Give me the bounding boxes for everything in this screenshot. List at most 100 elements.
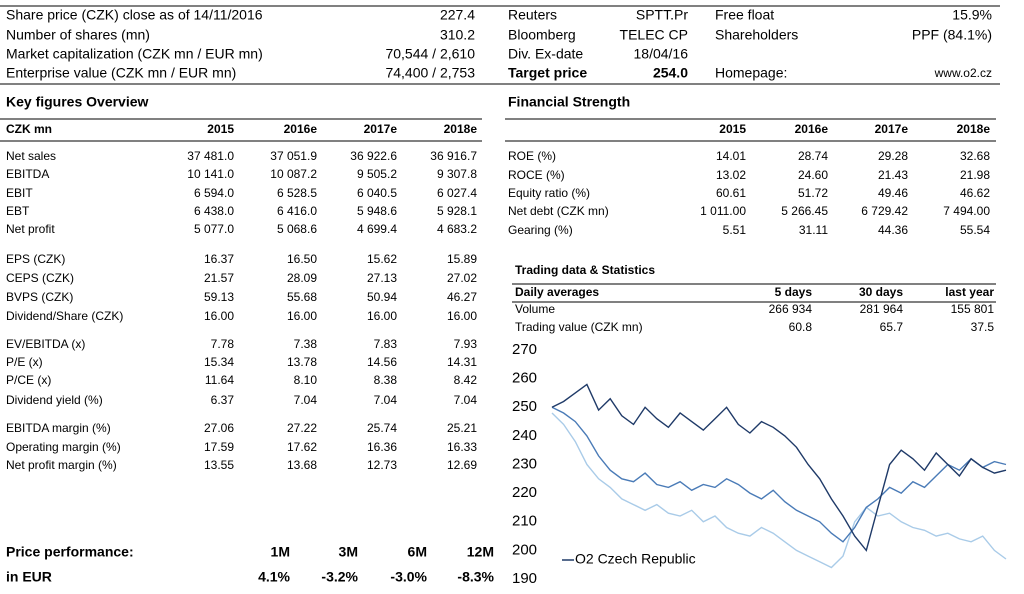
price-line bbox=[551, 383, 1007, 552]
cell: 155 801 bbox=[951, 302, 995, 316]
cell: 13.02 bbox=[716, 168, 746, 182]
cell: 6 594.0 bbox=[194, 186, 234, 200]
cell: 29.28 bbox=[878, 149, 908, 163]
y-tick-label: 270 bbox=[512, 341, 537, 358]
y-tick-label: 190 bbox=[512, 570, 537, 587]
column-header: 2016e bbox=[795, 122, 829, 136]
cell: 7.78 bbox=[211, 337, 235, 351]
column-header: 1M bbox=[271, 544, 290, 560]
row-label: ROCE (%) bbox=[508, 168, 565, 182]
cell: 15.89 bbox=[447, 252, 477, 266]
row-label: in EUR bbox=[6, 569, 52, 585]
cell: 21.57 bbox=[204, 271, 234, 285]
cell: 31.11 bbox=[799, 223, 828, 237]
cell: 7 494.00 bbox=[943, 204, 990, 218]
row-label: Trading value (CZK mn) bbox=[515, 320, 643, 334]
cell: 16.37 bbox=[204, 252, 234, 266]
cell: 55.54 bbox=[960, 223, 990, 237]
cell: 21.98 bbox=[960, 168, 990, 182]
cell: 36 916.7 bbox=[430, 149, 477, 163]
label: Market capitalization (CZK mn / EUR mn) bbox=[6, 46, 263, 62]
y-tick-label: 260 bbox=[512, 370, 537, 387]
cell: 27.13 bbox=[367, 271, 397, 285]
cell: 21.43 bbox=[878, 168, 908, 182]
cell: 12.73 bbox=[367, 458, 397, 472]
cell: 6 438.0 bbox=[194, 204, 234, 218]
cell: 28.09 bbox=[287, 271, 317, 285]
cell: 55.68 bbox=[287, 290, 317, 304]
price-line bbox=[551, 406, 1007, 543]
cell: 65.7 bbox=[880, 320, 904, 334]
cell: 5 068.6 bbox=[277, 222, 317, 236]
row-label: CEPS (CZK) bbox=[6, 271, 74, 285]
label: Div. Ex-date bbox=[508, 46, 583, 62]
value: 70,544 / 2,610 bbox=[385, 46, 475, 62]
label: Free float bbox=[715, 7, 774, 23]
column-header: 2016e bbox=[284, 122, 318, 136]
cell: 6 729.42 bbox=[861, 204, 908, 218]
cell: 17.59 bbox=[204, 440, 234, 454]
row-label: Net profit bbox=[6, 222, 55, 236]
cell: -8.3% bbox=[457, 569, 494, 585]
cell: 15.34 bbox=[204, 355, 234, 369]
cell: 36 922.6 bbox=[350, 149, 397, 163]
value: 18/04/16 bbox=[634, 46, 689, 62]
row-label: Operating margin (%) bbox=[6, 440, 121, 454]
cell: 13.78 bbox=[287, 355, 317, 369]
cell: 17.62 bbox=[287, 440, 317, 454]
cell: 10 141.0 bbox=[187, 167, 234, 181]
cell: 11.64 bbox=[205, 373, 234, 387]
cell: 24.60 bbox=[798, 168, 828, 182]
cell: 266 934 bbox=[769, 302, 813, 316]
y-tick-label: 200 bbox=[512, 541, 537, 558]
cell: 16.36 bbox=[367, 440, 397, 454]
label: Reuters bbox=[508, 7, 557, 23]
cell: 7.04 bbox=[294, 393, 318, 407]
column-header: 2018e bbox=[957, 122, 991, 136]
row-label: ROE (%) bbox=[508, 149, 556, 163]
cell: 37 051.9 bbox=[270, 149, 317, 163]
cell: 59.13 bbox=[204, 290, 234, 304]
row-label: EPS (CZK) bbox=[6, 252, 65, 266]
cell: 46.62 bbox=[960, 186, 990, 200]
column-header: 2017e bbox=[364, 122, 398, 136]
cell: 5 266.45 bbox=[781, 204, 828, 218]
cell: 15.62 bbox=[367, 252, 397, 266]
column-header: 12M bbox=[467, 544, 494, 560]
section-title: Key figures Overview bbox=[6, 94, 149, 110]
price-line bbox=[551, 412, 1007, 569]
value: SPTT.Pr bbox=[636, 7, 688, 23]
cell: 28.74 bbox=[798, 149, 828, 163]
row-label: P/E (x) bbox=[6, 355, 43, 369]
cell: 27.02 bbox=[447, 271, 477, 285]
row-label: BVPS (CZK) bbox=[6, 290, 73, 304]
cell: 37.5 bbox=[971, 320, 995, 334]
cell: 8.42 bbox=[454, 373, 478, 387]
label: Shareholders bbox=[715, 27, 798, 43]
cell: 60.61 bbox=[716, 186, 746, 200]
row-label: Volume bbox=[515, 302, 555, 316]
row-label: Dividend yield (%) bbox=[6, 393, 103, 407]
cell: 7.38 bbox=[294, 337, 318, 351]
cell: 25.21 bbox=[447, 421, 477, 435]
cell: 16.00 bbox=[447, 309, 477, 323]
row-label: EBITDA margin (%) bbox=[6, 421, 111, 435]
value: PPF (84.1%) bbox=[912, 27, 992, 43]
row-label: EBT bbox=[6, 204, 30, 218]
label: Enterprise value (CZK mn / EUR mn) bbox=[6, 65, 236, 81]
row-label: EV/EBITDA (x) bbox=[6, 337, 85, 351]
cell: -3.0% bbox=[390, 569, 427, 585]
cell: 9 505.2 bbox=[357, 167, 397, 181]
section-title: Trading data & Statistics bbox=[515, 263, 655, 277]
cell: 5.51 bbox=[723, 223, 747, 237]
cell: 9 307.8 bbox=[437, 167, 477, 181]
cell: 281 964 bbox=[860, 302, 904, 316]
y-tick-label: 230 bbox=[512, 455, 537, 472]
label: Homepage: bbox=[715, 65, 787, 81]
row-label: Net sales bbox=[6, 149, 56, 163]
y-tick-label: 210 bbox=[512, 513, 537, 530]
label: Number of shares (mn) bbox=[6, 27, 150, 43]
cell: 13.68 bbox=[287, 458, 317, 472]
cell: 1 011.00 bbox=[700, 204, 746, 218]
label: Bloomberg bbox=[508, 27, 576, 43]
